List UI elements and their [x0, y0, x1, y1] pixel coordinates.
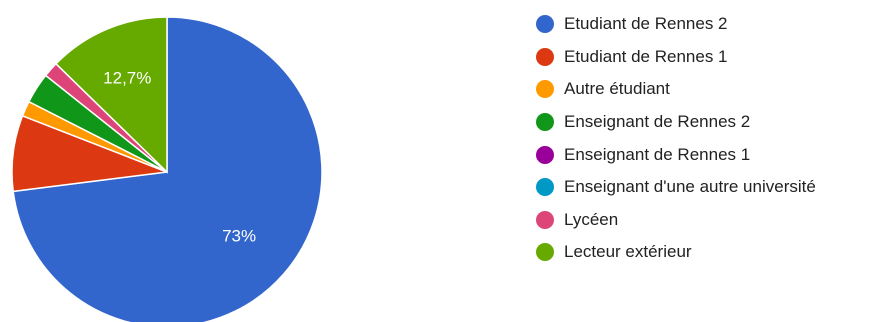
legend-swatch [536, 178, 554, 197]
legend-label: Lecteur extérieur [564, 242, 692, 262]
legend-label: Autre étudiant [564, 79, 670, 99]
legend-swatch [536, 80, 554, 99]
legend-item-0: Etudiant de Rennes 2 [536, 8, 816, 41]
legend-swatch [536, 145, 554, 164]
slice-data-label-7: 12,7% [103, 69, 151, 88]
legend-item-6: Lycéen [536, 204, 816, 237]
legend-item-2: Autre étudiant [536, 73, 816, 106]
legend-item-1: Etudiant de Rennes 1 [536, 41, 816, 74]
legend-swatch [536, 243, 554, 262]
legend-item-5: Enseignant d'une autre université [536, 171, 816, 204]
legend-swatch [536, 113, 554, 132]
legend-label: Lycéen [564, 209, 619, 229]
legend-label: Enseignant d'une autre université [564, 177, 816, 197]
legend-label: Enseignant de Rennes 1 [564, 144, 751, 164]
legend-swatch [536, 15, 554, 34]
legend-swatch [536, 47, 554, 66]
legend-label: Etudiant de Rennes 2 [564, 14, 728, 34]
legend-item-3: Enseignant de Rennes 2 [536, 106, 816, 139]
legend-swatch [536, 210, 554, 229]
legend-item-4: Enseignant de Rennes 1 [536, 138, 816, 171]
legend-label: Enseignant de Rennes 2 [564, 112, 751, 132]
legend-label: Etudiant de Rennes 1 [564, 46, 728, 66]
legend-item-7: Lecteur extérieur [536, 236, 816, 269]
slice-data-label-0: 73% [222, 227, 256, 246]
legend: Etudiant de Rennes 2 Etudiant de Rennes 1… [536, 8, 816, 269]
pie-slice-7 [54, 16, 168, 174]
